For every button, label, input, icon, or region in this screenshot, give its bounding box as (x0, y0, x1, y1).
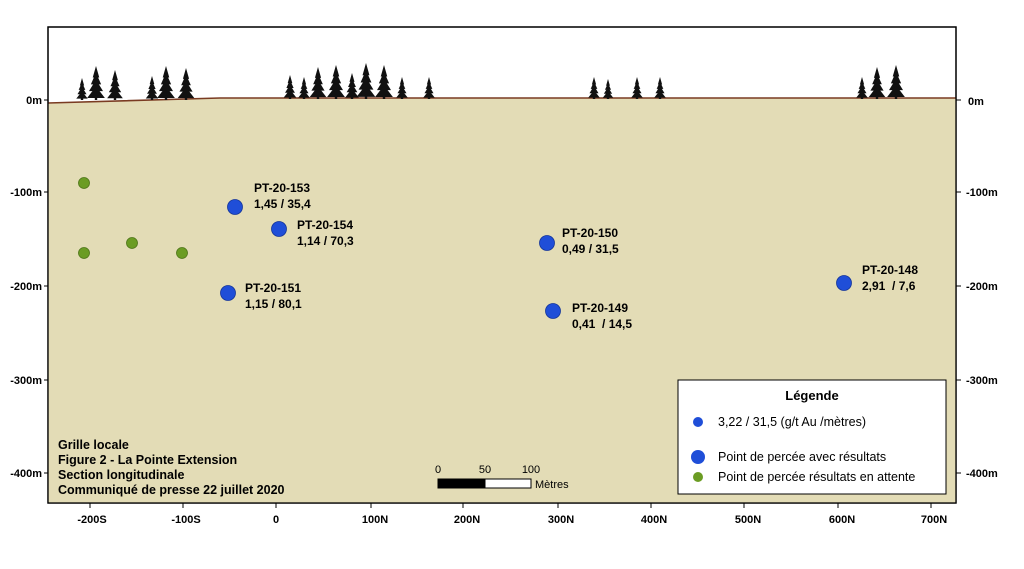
tree-icon (856, 77, 868, 99)
legend-result-marker (691, 450, 705, 464)
scale-segment-black (437, 478, 486, 489)
legend-example-label: 3,22 / 31,5 (g/t Au /mètres) (718, 415, 866, 429)
info-block: Grille locale Figure 2 - La Pointe Exten… (58, 438, 285, 497)
scale-unit-label: Mètres (535, 479, 569, 491)
right-y-tick-label: -300m (966, 375, 998, 387)
tree-icon (375, 65, 393, 99)
x-tick-label: 700N (921, 514, 947, 526)
info-line-section: Section longitudinale (58, 468, 184, 482)
scale-label-0: 0 (435, 464, 441, 476)
tree-icon (356, 63, 376, 99)
legend-title: Légende (785, 388, 838, 403)
x-tick-label: 100N (362, 514, 388, 526)
tree-icon (107, 70, 123, 100)
right-y-tick-label: -400m (966, 468, 998, 480)
drill-hole-marker-pt-20-154[interactable] (271, 221, 287, 237)
tree-icon (423, 77, 435, 99)
plot-border (47, 26, 957, 504)
x-tick-label: 500N (735, 514, 761, 526)
right-y-axis: 0m -100m -200m -300m -400m (956, 96, 998, 480)
scale-label-50: 50 (479, 464, 491, 476)
pending-hole-marker (78, 247, 90, 259)
legend: Légende 3,22 / 31,5 (g/t Au /mètres) Poi… (677, 379, 947, 495)
x-tick-label: 400N (641, 514, 667, 526)
left-y-tick-label: -100m (10, 187, 42, 199)
scale-bar: 0 50 100 Mètres (435, 464, 569, 491)
right-y-tick-label: -100m (966, 187, 998, 199)
drill-hole-marker-pt-20-153[interactable] (227, 199, 243, 215)
drill-hole-marker-pt-20-150[interactable] (539, 235, 555, 251)
hole-id-label: PT-20-148 (862, 263, 918, 277)
left-y-tick-label: -400m (10, 468, 42, 480)
legend-example-marker (693, 417, 703, 427)
info-line-grid: Grille locale (58, 438, 129, 452)
left-y-axis: 0m -100m -200m -300m -400m (10, 95, 48, 480)
pending-hole-marker (126, 237, 138, 249)
left-y-tick-label: -300m (10, 375, 42, 387)
tree-icon (309, 67, 327, 99)
pending-hole-marker (78, 177, 90, 189)
info-line-press-release: Communiqué de presse 22 juillet 2020 (58, 483, 285, 497)
hole-id-label: PT-20-151 (245, 281, 301, 295)
drill-hole-marker-pt-20-148[interactable] (836, 275, 852, 291)
pending-hole-marker (176, 247, 188, 259)
x-tick-label: 0 (273, 514, 279, 526)
pending-holes (78, 177, 188, 259)
left-y-tick-label: -200m (10, 281, 42, 293)
hole-value-label: 0,41 / 14,5 (572, 317, 632, 331)
tree-icon (177, 68, 195, 100)
x-axis: -200S -100S 0 100N 200N 300N 400N 500N 6… (77, 503, 947, 526)
x-tick-label: 300N (548, 514, 574, 526)
hole-id-label: PT-20-153 (254, 181, 310, 195)
legend-pending-marker (693, 472, 703, 482)
x-tick-label: 600N (829, 514, 855, 526)
legend-result-label: Point de percée avec résultats (718, 450, 886, 464)
scale-segment-white (484, 478, 532, 489)
hole-value-label: 1,15 / 80,1 (245, 297, 302, 311)
hole-id-label: PT-20-154 (297, 218, 353, 232)
tree-icon (327, 65, 345, 99)
tree-icon (396, 77, 408, 99)
legend-pending-label: Point de percée résultats en attente (718, 470, 915, 484)
hole-value-label: 0,49 / 31,5 (562, 242, 619, 256)
scale-label-100: 100 (522, 464, 540, 476)
hole-value-label: 2,91 / 7,6 (862, 279, 916, 293)
drill-hole-marker-pt-20-149[interactable] (545, 303, 561, 319)
drill-hole-marker-pt-20-151[interactable] (220, 285, 236, 301)
left-y-tick-label: 0m (26, 95, 42, 107)
hole-value-label: 1,14 / 70,3 (297, 234, 354, 248)
tree-icon (602, 79, 614, 99)
tree-icon (868, 67, 886, 99)
right-y-tick-label: 0m (968, 96, 984, 108)
right-y-tick-label: -200m (966, 281, 998, 293)
x-tick-label: -200S (77, 514, 106, 526)
result-holes: PT-20-153 1,45 / 35,4 PT-20-154 1,14 / 7… (220, 181, 918, 331)
tree-icon (887, 65, 905, 99)
hole-value-label: 1,45 / 35,4 (254, 197, 311, 211)
legend-box (677, 379, 947, 495)
tree-icon (87, 66, 105, 100)
tree-icon (76, 78, 88, 100)
tree-icon (654, 77, 666, 99)
tree-line (76, 63, 905, 100)
tree-icon (298, 77, 310, 99)
tree-icon (588, 77, 600, 99)
hole-id-label: PT-20-149 (572, 301, 628, 315)
info-line-figure: Figure 2 - La Pointe Extension (58, 453, 237, 467)
tree-icon (631, 77, 643, 99)
ground-surface-line (47, 97, 956, 104)
tree-icon (345, 73, 359, 99)
x-tick-label: 200N (454, 514, 480, 526)
hole-id-label: PT-20-150 (562, 226, 618, 240)
tree-icon (283, 75, 297, 99)
x-tick-label: -100S (171, 514, 200, 526)
tree-icon (145, 76, 159, 100)
tree-icon (157, 66, 175, 100)
